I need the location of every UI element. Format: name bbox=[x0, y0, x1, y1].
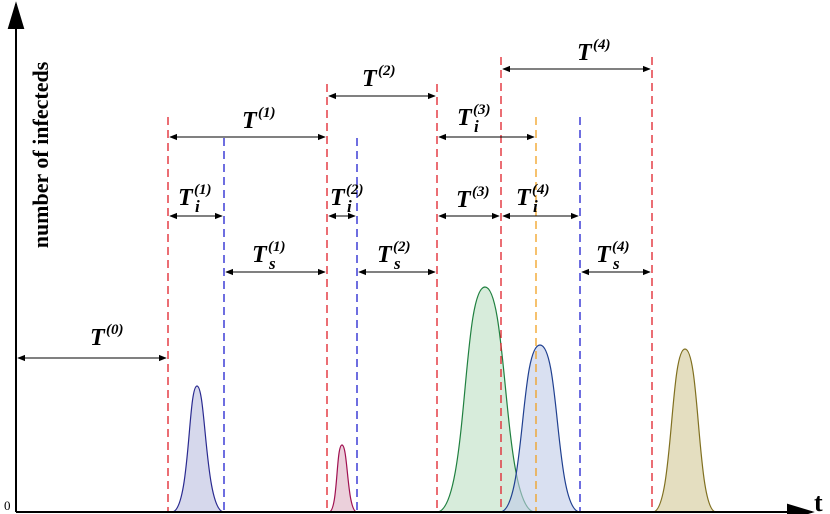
dashed-lines bbox=[167, 57, 653, 512]
label-sup: (1) bbox=[268, 239, 286, 255]
x-axis-label: t bbox=[814, 488, 823, 514]
label-sub: i bbox=[347, 197, 352, 216]
label-base: T bbox=[577, 40, 593, 66]
label-sub: i bbox=[195, 197, 200, 216]
origin-label: 0 bbox=[4, 498, 11, 513]
label-sup: (4) bbox=[593, 37, 611, 53]
label-sub: i bbox=[474, 117, 479, 136]
label-base: T bbox=[362, 66, 378, 92]
label-base: T bbox=[516, 185, 532, 211]
label-sub: s bbox=[612, 254, 620, 273]
interval-labels: T (0)T (1)T (1)iT (1)sT (2)T (2)iT (2)sT (3)iT (3… bbox=[90, 37, 630, 351]
label-base: T bbox=[330, 185, 346, 211]
interval-arrows bbox=[17, 65, 651, 362]
label-base: T bbox=[456, 187, 472, 213]
label-base: T bbox=[377, 242, 393, 268]
label-base: T bbox=[252, 242, 268, 268]
label-base: T bbox=[90, 325, 106, 351]
label-base: T bbox=[178, 185, 194, 211]
axes bbox=[7, 1, 815, 514]
curves bbox=[171, 286, 717, 513]
label-sup: (2) bbox=[378, 63, 396, 79]
label-sup: (2) bbox=[393, 239, 411, 255]
label-sup: (3) bbox=[472, 184, 490, 200]
label-base: T bbox=[457, 105, 473, 131]
label-sub: s bbox=[268, 254, 276, 273]
label-sup: (2) bbox=[346, 182, 364, 198]
label-sup: (4) bbox=[612, 239, 630, 255]
label-base: T bbox=[242, 108, 258, 134]
label-sub: i bbox=[533, 197, 538, 216]
label-sup: (4) bbox=[532, 182, 550, 198]
label-sup: (1) bbox=[194, 182, 212, 198]
label-base: T bbox=[596, 242, 612, 268]
label-sup: (3) bbox=[473, 102, 491, 118]
label-sup: (1) bbox=[258, 105, 276, 121]
label-sub: s bbox=[393, 254, 401, 273]
y-axis-label: number of infecteds bbox=[28, 61, 53, 248]
label-sup: (0) bbox=[106, 322, 124, 338]
